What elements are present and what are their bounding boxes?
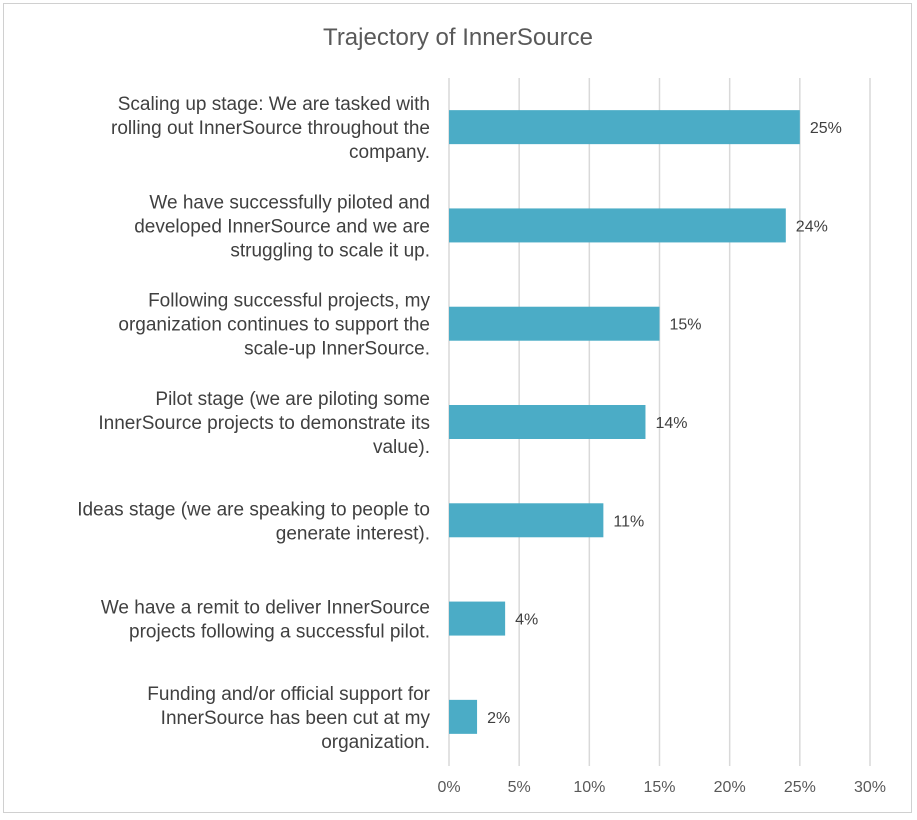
data-label: 2%	[487, 710, 510, 727]
data-label: 4%	[515, 612, 538, 629]
category-label: We have a remit to deliver InnerSource pr…	[101, 598, 430, 643]
data-label: 14%	[655, 415, 687, 432]
bars	[449, 110, 800, 734]
data-label: 24%	[796, 218, 828, 235]
x-tick-label: 0%	[437, 779, 460, 796]
chart-title: Trajectory of InnerSource	[323, 24, 593, 51]
category-labels: Scaling up stage: We are tasked with roll…	[77, 94, 430, 753]
x-tick-label: 30%	[854, 779, 886, 796]
bar	[449, 601, 506, 636]
bar	[449, 405, 646, 439]
x-tick-label: 10%	[573, 779, 605, 796]
category-label: Pilot stage (we are piloting some InnerSo…	[98, 389, 430, 458]
data-labels: 25% 24% 15% 14% 11% 4% 2%	[487, 120, 842, 727]
x-tick-label: 20%	[714, 779, 746, 796]
data-label: 15%	[670, 317, 702, 334]
category-label: Ideas stage (we are speaking to people t…	[77, 499, 430, 544]
x-tick-label: 25%	[784, 779, 816, 796]
category-label: Scaling up stage: We are tasked with roll…	[111, 94, 430, 163]
x-tick-label: 15%	[643, 779, 675, 796]
bar	[449, 208, 786, 243]
category-label: We have successfully piloted and develope…	[134, 192, 430, 261]
bar	[449, 110, 800, 145]
bar	[449, 503, 604, 538]
category-label: Funding and/or official support for Inner…	[147, 684, 430, 753]
x-tick-label: 5%	[508, 779, 531, 796]
bar	[449, 306, 660, 341]
data-label: 25%	[810, 120, 842, 137]
gridlines	[448, 78, 871, 766]
bar	[449, 699, 478, 734]
category-label: Following successful projects, my organiz…	[118, 291, 430, 360]
data-label: 11%	[613, 513, 644, 530]
x-axis-ticks: 0% 5% 10% 15% 20% 25% 30%	[437, 779, 886, 796]
